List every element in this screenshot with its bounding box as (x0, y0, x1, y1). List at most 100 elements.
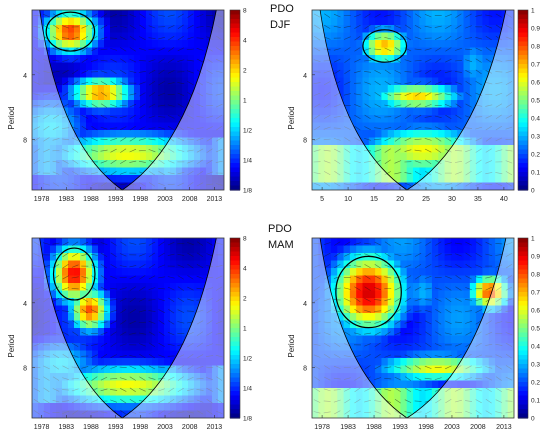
colorbar-segment (230, 131, 240, 137)
colorbar-segment (518, 269, 528, 275)
colorbar-segment (518, 319, 528, 325)
colorbar-segment (518, 341, 528, 347)
colorbar-segment (230, 359, 240, 365)
colorbar-segment (230, 19, 240, 25)
colorbar-segment (230, 77, 240, 83)
x-tick-label: 10 (344, 196, 352, 203)
cone-of-influence-shade (312, 10, 514, 190)
colorbar-segment (518, 127, 528, 133)
colorbar-tick-label: 2 (243, 68, 247, 75)
x-tick-label: 1993 (108, 196, 124, 203)
colorbar-segment (230, 386, 240, 392)
colorbar-segment (518, 91, 528, 97)
colorbar-segment (230, 238, 240, 244)
phase-arrows (313, 241, 513, 415)
colorbar-segment (518, 355, 528, 361)
colorbar-segment (230, 355, 240, 361)
colorbar-segment (230, 41, 240, 47)
colorbar-segment (518, 37, 528, 43)
colorbar-segment (230, 109, 240, 115)
colorbar-segment (518, 86, 528, 92)
heatmap-field (32, 10, 224, 190)
colorbar-segment (230, 346, 240, 352)
colorbar-segment (230, 104, 240, 110)
colorbar-tick-label: 0.6 (531, 80, 540, 87)
colorbar-segment (518, 104, 528, 110)
panel-label-index: PDO (270, 3, 294, 15)
colorbar-segment (518, 172, 528, 178)
colorbar-segment (518, 23, 528, 29)
x-tick-label: 2003 (444, 424, 460, 431)
panel-label-index: PDO (268, 223, 292, 235)
colorbar-segment (518, 136, 528, 142)
colorbar-tick-label: 0.5 (531, 98, 540, 105)
colorbar-segment (518, 373, 528, 379)
y-tick-label: 4 (303, 73, 307, 80)
colorbar-tick-label: 0 (531, 416, 535, 423)
x-tick-label: 15 (370, 196, 378, 203)
colorbar-segment (518, 274, 528, 280)
colorbar-segment (518, 118, 528, 124)
colorbar-tick-label: 0.7 (531, 62, 540, 69)
colorbar-tick-label: 2 (243, 296, 247, 303)
colorbar-tick-label: 0.2 (531, 152, 540, 159)
colorbar-segment (518, 10, 528, 16)
colorbar-tick-label: 0.5 (531, 326, 540, 333)
heatmap-field (312, 238, 514, 418)
colorbar-segment (518, 368, 528, 374)
colorbar-segment (518, 28, 528, 34)
significance-contour (335, 255, 402, 329)
colorbar-tick-label: 1 (531, 236, 535, 243)
colorbar-segment (230, 274, 240, 280)
colorbar-tick-label: 4 (243, 38, 247, 45)
colorbar-frame (229, 237, 241, 419)
x-tick-label: 2008 (470, 424, 486, 431)
colorbar-segment (518, 382, 528, 388)
colorbar-segment (230, 68, 240, 74)
significance-contour (45, 11, 96, 52)
colorbar-segment (230, 395, 240, 401)
colorbar-segment (518, 145, 528, 151)
colorbar-segment (230, 163, 240, 169)
x-tick-label: 30 (448, 196, 456, 203)
colorbar-tick-label: 1 (531, 8, 535, 15)
y-tick-label: 4 (23, 301, 27, 308)
x-tick-label: 1993 (108, 424, 124, 431)
colorbar-segment (230, 251, 240, 257)
wavelet-panel-4: 1978 1983 1988 1993 1998 2003 2008 2013 4 8 Period… (287, 236, 540, 432)
colorbar-segment (518, 176, 528, 182)
x-tick-label: 2003 (157, 196, 173, 203)
colorbar-segment (230, 350, 240, 356)
x-tick-label: 1988 (83, 196, 99, 203)
colorbar-segment (230, 341, 240, 347)
colorbar-segment (230, 149, 240, 155)
colorbar-segment (518, 251, 528, 257)
colorbar-segment (518, 68, 528, 74)
x-tick-label: 20 (396, 196, 404, 203)
colorbar-tick-label: 0.1 (531, 398, 540, 405)
colorbar-frame (517, 237, 529, 419)
colorbar-segment (518, 64, 528, 70)
colorbar-segment (518, 149, 528, 155)
colorbar-tick-label: 0.4 (531, 116, 540, 123)
colorbar-segment (230, 242, 240, 248)
panel-label-season: MAM (268, 239, 294, 251)
colorbar-segment (518, 328, 528, 334)
colorbar-segment (230, 50, 240, 56)
colorbar-segment (230, 46, 240, 52)
x-tick-label: 2013 (207, 424, 223, 431)
colorbar-segment (518, 346, 528, 352)
colorbar-segment (230, 55, 240, 61)
x-tick-label: 1983 (58, 424, 74, 431)
x-tick-label: 25 (422, 196, 430, 203)
colorbar-segment (230, 305, 240, 311)
colorbar-tick-label: 1 (243, 98, 247, 105)
colorbar-segment (518, 163, 528, 169)
colorbar-segment (518, 323, 528, 329)
x-tick-label: 1983 (58, 196, 74, 203)
colorbar-segment (518, 50, 528, 56)
colorbar-tick-label: 0.9 (531, 254, 540, 261)
x-tick-label: 2003 (157, 424, 173, 431)
colorbar-segment (230, 301, 240, 307)
colorbar-segment (518, 46, 528, 52)
